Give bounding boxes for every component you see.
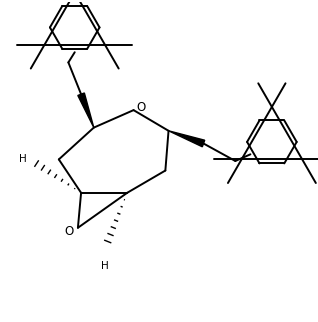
Polygon shape [78, 93, 94, 128]
Text: H: H [101, 260, 109, 270]
Text: H: H [19, 155, 26, 165]
Text: O: O [136, 101, 145, 114]
Text: O: O [64, 225, 74, 238]
Polygon shape [169, 131, 205, 147]
